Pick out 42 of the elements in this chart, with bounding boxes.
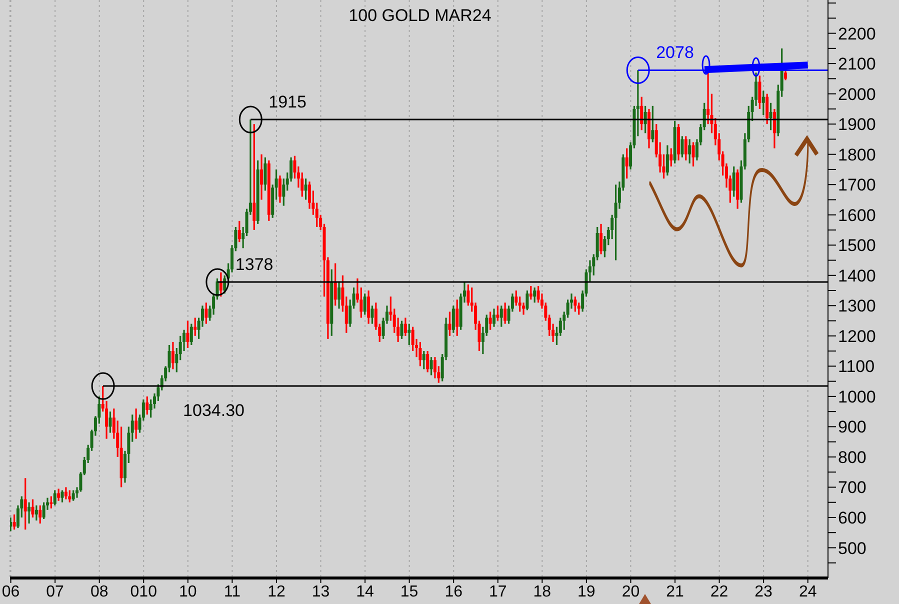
ref-line-label: 2078 <box>656 43 694 62</box>
x-tick-label: 16 <box>444 583 463 600</box>
ref-line-label: 1915 <box>268 92 306 112</box>
y-tick-label: 1200 <box>838 326 876 346</box>
y-tick-label: 2200 <box>838 24 876 44</box>
chart-title: 100 GOLD MAR24 <box>348 6 492 26</box>
x-tick-label: 17 <box>488 583 507 600</box>
y-tick-label: 2100 <box>838 54 876 74</box>
y-tick-label: 1600 <box>838 206 876 225</box>
x-tick-label: 12 <box>268 583 286 600</box>
x-tick-label: 11 <box>224 583 241 600</box>
x-tick-label: 07 <box>46 583 64 600</box>
y-tick-label: 1900 <box>838 115 876 134</box>
x-tick-label: 14 <box>356 583 374 600</box>
y-tick-label: 700 <box>838 478 866 498</box>
y-tick-label: 800 <box>838 448 866 467</box>
x-tick-label: 08 <box>90 583 108 600</box>
x-tick-label: 20 <box>622 583 640 600</box>
x-tick-label: 13 <box>312 583 330 600</box>
y-tick-label: 1000 <box>838 387 876 406</box>
ref-line-label: 1378 <box>235 255 274 274</box>
ref-line-label: 1034.30 <box>183 401 244 420</box>
x-tick-label: 24 <box>798 583 817 600</box>
x-tick-label: 06 <box>2 583 20 600</box>
y-tick-label: 2000 <box>838 84 876 104</box>
y-tick-label: 1400 <box>838 266 876 286</box>
x-tick-label: 19 <box>578 583 596 600</box>
y-tick-label: 600 <box>838 508 866 528</box>
x-tick-label: 21 <box>666 583 684 600</box>
y-tick-label: 1800 <box>838 145 876 164</box>
y-tick-label: 900 <box>838 418 866 437</box>
y-tick-label: 1500 <box>838 236 876 256</box>
x-tick-label: 22 <box>710 583 728 600</box>
y-tick-label: 1700 <box>838 176 876 195</box>
y-tick-label: 1100 <box>838 357 875 376</box>
x-tick-label: 10 <box>179 583 197 600</box>
x-tick-label: 18 <box>533 583 552 600</box>
x-tick-label: 15 <box>400 583 418 600</box>
x-tick-label: 23 <box>754 583 773 600</box>
y-tick-label: 1300 <box>838 296 876 316</box>
x-tick-label: 010 <box>130 583 158 600</box>
y-tick-label: 500 <box>838 538 866 558</box>
